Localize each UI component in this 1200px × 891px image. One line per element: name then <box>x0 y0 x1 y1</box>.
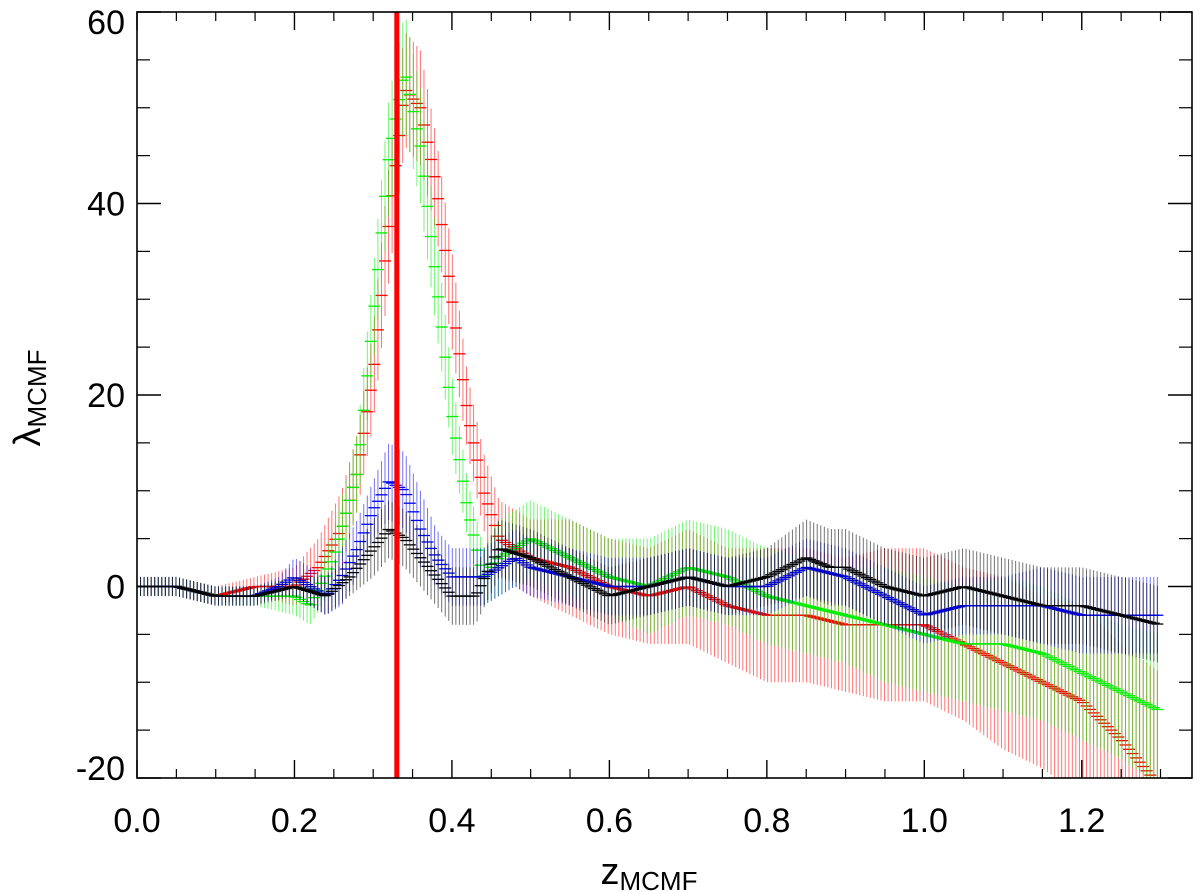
x-axis-title: zMCMF <box>601 851 698 891</box>
axis-ticks <box>136 11 1192 779</box>
y-axis-title-main: λ <box>7 427 49 446</box>
x-tick-label: 1.0 <box>901 802 948 840</box>
x-tick-label: 0.0 <box>113 802 160 840</box>
y-tick-label: 40 <box>87 186 125 224</box>
y-axis-title-sub: MCMF <box>22 350 52 428</box>
series-4 <box>137 500 1164 663</box>
tick-labels: 0.0 0.2 0.4 0.6 0.8 1.0 1.2 -20 0 20 40 60 <box>76 4 1106 840</box>
series-1 <box>137 33 1158 778</box>
y-axis-title: λMCMF <box>7 350 52 447</box>
x-axis-title-sub: MCMF <box>620 866 698 891</box>
x-tick-label: 0.4 <box>428 802 475 840</box>
x-tick-label: 0.8 <box>743 802 790 840</box>
plot-area <box>137 19 1164 778</box>
y-tick-label: 0 <box>106 569 125 607</box>
x-tick-label: 0.6 <box>586 802 633 840</box>
x-tick-label: 1.2 <box>1058 802 1105 840</box>
x-axis-title-main: z <box>601 851 620 891</box>
y-tick-label: 60 <box>87 4 125 42</box>
y-tick-label: 20 <box>87 377 125 415</box>
x-tick-label: 0.2 <box>271 802 318 840</box>
y-tick-label: -20 <box>76 750 125 788</box>
series-2 <box>137 19 1164 778</box>
